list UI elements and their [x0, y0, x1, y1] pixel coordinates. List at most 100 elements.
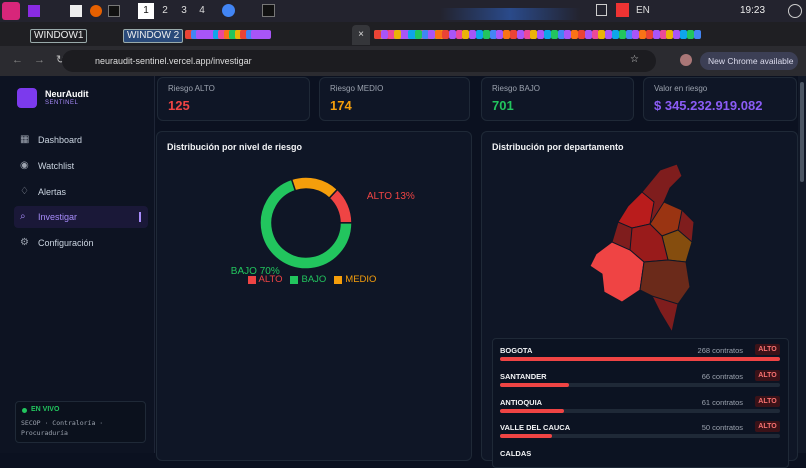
- reload[interactable]: ↻: [56, 54, 66, 66]
- omnibox[interactable]: [62, 50, 656, 72]
- nav-icon: ◉: [20, 159, 29, 171]
- favicon[interactable]: [503, 30, 511, 39]
- favicon[interactable]: [530, 30, 538, 39]
- legend-item[interactable]: MEDIO: [334, 274, 376, 285]
- tray-icon[interactable]: [616, 3, 629, 17]
- tray-icon[interactable]: [596, 4, 607, 16]
- legend-item[interactable]: BAJO: [290, 274, 326, 285]
- favicon[interactable]: [408, 30, 415, 39]
- favicon[interactable]: [686, 30, 694, 39]
- favicon[interactable]: [448, 30, 456, 39]
- language[interactable]: EN: [636, 5, 650, 16]
- favicon[interactable]: [652, 30, 660, 39]
- favicon[interactable]: [251, 30, 260, 39]
- favicon[interactable]: [598, 30, 606, 39]
- app-icon[interactable]: [70, 5, 82, 17]
- scrollbar[interactable]: [798, 76, 806, 453]
- favicon[interactable]: [380, 30, 388, 39]
- favicon[interactable]: [496, 30, 504, 39]
- favicon[interactable]: [394, 30, 402, 39]
- favicon[interactable]: [262, 30, 271, 39]
- workspace[interactable]: 4: [199, 5, 205, 16]
- launcher[interactable]: [2, 2, 20, 20]
- favicon[interactable]: [612, 30, 619, 39]
- favicon[interactable]: [537, 30, 545, 39]
- favicon[interactable]: [190, 30, 200, 39]
- nav-item[interactable]: Investigar: [14, 206, 148, 229]
- favicon[interactable]: [442, 30, 449, 39]
- favicon[interactable]: [421, 30, 429, 39]
- favicon[interactable]: [523, 30, 531, 39]
- favicon[interactable]: [550, 30, 558, 39]
- workspace[interactable]: 1: [138, 3, 154, 19]
- favicon[interactable]: [469, 30, 477, 39]
- url[interactable]: neuraudit-sentinel.vercel.app/investigar: [95, 56, 252, 66]
- forward[interactable]: →: [34, 54, 45, 66]
- nav-item[interactable]: Alertas: [38, 186, 67, 197]
- favicon[interactable]: [462, 30, 470, 39]
- favicon[interactable]: [374, 30, 381, 39]
- favicon[interactable]: [605, 30, 613, 39]
- workspace[interactable]: 3: [181, 5, 187, 16]
- favicon[interactable]: [544, 30, 551, 39]
- profile[interactable]: [680, 54, 692, 66]
- favicon[interactable]: [185, 30, 194, 39]
- favicon[interactable]: [516, 30, 524, 39]
- app-icon[interactable]: [90, 5, 102, 17]
- favicon[interactable]: [414, 30, 422, 39]
- nav-item[interactable]: Dashboard: [38, 135, 83, 145]
- favicon[interactable]: [693, 30, 701, 39]
- scroll-thumb[interactable]: [800, 82, 804, 182]
- app-icon[interactable]: [28, 5, 40, 17]
- favicon[interactable]: [673, 30, 681, 39]
- bookmark[interactable]: ☆: [630, 54, 639, 65]
- favicon[interactable]: [435, 30, 443, 39]
- favicon[interactable]: [666, 30, 674, 39]
- favicon[interactable]: [212, 30, 222, 39]
- window-tab[interactable]: WINDOW1: [30, 29, 88, 43]
- favicon[interactable]: [455, 30, 463, 39]
- favicon[interactable]: [387, 30, 395, 39]
- update-button[interactable]: New Chrome available: [700, 52, 798, 70]
- favicon[interactable]: [245, 30, 255, 39]
- legend-item[interactable]: ALTO: [247, 274, 282, 285]
- nav-item[interactable]: Configuración: [38, 238, 94, 249]
- favicon[interactable]: [557, 30, 565, 39]
- favicon[interactable]: [223, 30, 233, 39]
- favicon[interactable]: [639, 30, 647, 39]
- app-icon[interactable]: [262, 4, 275, 17]
- back[interactable]: ←: [12, 54, 23, 66]
- app-icon[interactable]: [108, 5, 120, 17]
- nav-item[interactable]: Watchlist: [38, 160, 75, 171]
- favicon[interactable]: [625, 30, 633, 39]
- app-icon[interactable]: [222, 4, 235, 17]
- favicon[interactable]: [564, 30, 572, 39]
- favicon[interactable]: [680, 30, 687, 39]
- favicon[interactable]: [476, 30, 483, 39]
- favicon[interactable]: [659, 30, 667, 39]
- favicon[interactable]: [207, 30, 216, 39]
- favicon[interactable]: [196, 30, 205, 39]
- favicon[interactable]: [240, 30, 249, 39]
- active-tab[interactable]: ×: [352, 25, 370, 45]
- window-tab[interactable]: WINDOW 2: [123, 29, 184, 43]
- favicon[interactable]: [632, 30, 640, 39]
- favicon[interactable]: [401, 30, 409, 39]
- favicon[interactable]: [229, 30, 238, 39]
- favicon[interactable]: [584, 30, 592, 39]
- favicon[interactable]: [482, 30, 490, 39]
- favicon[interactable]: [256, 30, 266, 39]
- favicon[interactable]: [571, 30, 579, 39]
- favicon[interactable]: [234, 30, 244, 39]
- favicon[interactable]: [428, 30, 436, 39]
- favicon[interactable]: [201, 30, 211, 39]
- favicon[interactable]: [510, 30, 517, 39]
- favicon[interactable]: [218, 30, 227, 39]
- favicon[interactable]: [646, 30, 653, 39]
- favicon[interactable]: [578, 30, 585, 39]
- power[interactable]: [788, 4, 802, 18]
- workspace[interactable]: 2: [162, 5, 168, 16]
- favicon[interactable]: [591, 30, 599, 39]
- favicon[interactable]: [618, 30, 626, 39]
- favicon[interactable]: [489, 30, 497, 39]
